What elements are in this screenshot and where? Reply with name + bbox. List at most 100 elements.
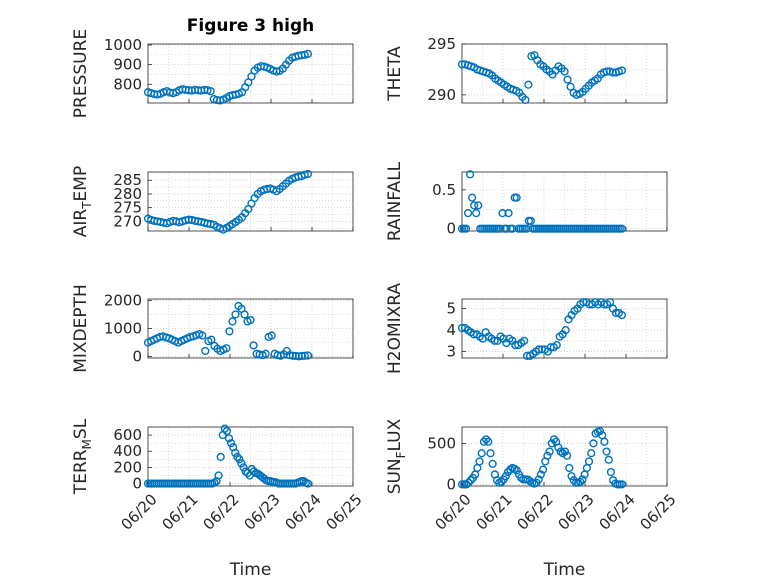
data-point <box>246 315 255 325</box>
y-tick-label: 900 <box>113 56 142 74</box>
data-point <box>470 201 479 210</box>
data-point <box>261 349 270 358</box>
data-point <box>206 87 215 96</box>
data-point <box>538 465 548 474</box>
data-point <box>512 193 521 202</box>
data-point <box>578 475 587 484</box>
x-tick-label: 06/21 <box>158 490 201 533</box>
data-point <box>522 224 531 233</box>
y-tick-label: 0 <box>446 475 456 493</box>
data-point <box>545 447 554 456</box>
x-tick-label: 06/23 <box>554 490 597 533</box>
data-point <box>466 476 475 485</box>
data-point <box>543 451 552 460</box>
data-point <box>237 459 246 468</box>
y-tick-label: 295 <box>427 35 456 53</box>
y-axis-label: RAINFALL <box>385 161 405 241</box>
data-point <box>605 298 615 307</box>
y-tick-label: 285 <box>113 171 142 189</box>
y-axis-label: SUNFLUX <box>385 418 408 494</box>
y-tick-label: 0 <box>446 220 456 238</box>
data-point <box>488 459 497 468</box>
data-point <box>582 463 591 473</box>
y-tick-label: 270 <box>113 212 142 230</box>
axes-frame <box>461 426 668 487</box>
data-point <box>510 464 519 473</box>
data-point <box>558 449 567 458</box>
y-tick-label: 500 <box>427 434 456 452</box>
data-point <box>501 472 510 481</box>
x-tick-label: 06/22 <box>513 490 556 533</box>
x-tick-label: 06/24 <box>281 490 324 533</box>
subplot-4: 0 0.5 RAINFALL <box>385 161 668 241</box>
data-point <box>496 224 505 233</box>
data-point <box>560 447 570 456</box>
data-point <box>468 193 477 202</box>
x-tick-label: 06/25 <box>636 490 679 533</box>
data-point <box>554 443 563 452</box>
subplot-6: 3 4 5 H2OMIXRA <box>385 283 668 374</box>
data-point <box>534 345 544 354</box>
data-point <box>508 224 517 233</box>
data-point <box>503 467 513 477</box>
data-point <box>534 475 543 484</box>
data-point <box>207 335 216 344</box>
data-point <box>563 451 572 460</box>
y-tick-label: 280 <box>113 185 142 203</box>
data-point <box>481 435 491 444</box>
y-tick-label: 0.5 <box>432 181 456 199</box>
chart-title: Figure 3 high <box>187 16 315 36</box>
subplot-2: 290 295 THETA <box>385 35 668 105</box>
data-point <box>520 336 529 345</box>
data-point <box>479 437 489 446</box>
data-point <box>303 169 313 179</box>
y-axis-label: H2OMIXRA <box>385 283 405 374</box>
data-point <box>606 467 616 477</box>
data-point <box>235 455 244 464</box>
data-point <box>462 480 471 489</box>
data-point <box>563 75 572 84</box>
x-tick-label: 06/23 <box>240 490 283 533</box>
data-point <box>473 463 482 473</box>
y-tick-label: 200 <box>113 458 142 476</box>
data-point <box>486 449 495 458</box>
data-point <box>214 471 223 480</box>
data-point <box>303 49 313 58</box>
data-point <box>303 479 313 488</box>
data-point <box>561 326 570 335</box>
data-point <box>294 352 303 361</box>
y-tick-label: 0 <box>132 475 142 493</box>
x-axis-label: Time <box>229 560 272 580</box>
data-point <box>502 224 511 233</box>
data-point <box>461 224 471 233</box>
data-point <box>247 464 256 474</box>
data-point <box>303 351 313 360</box>
axes-frame <box>461 43 668 104</box>
x-tick-label: 06/20 <box>431 490 474 533</box>
y-axis-label: TERRMSL <box>71 418 94 495</box>
y-axis-label: THETA <box>385 46 405 102</box>
data-point <box>224 434 234 443</box>
data-point <box>267 331 276 340</box>
y-tick-label: 4 <box>446 321 456 339</box>
data-point <box>465 170 475 179</box>
y-tick-label: 275 <box>113 199 142 217</box>
data-point <box>300 351 309 360</box>
axes-frame <box>147 426 354 487</box>
y-tick-label: 5 <box>446 300 456 318</box>
data-point <box>617 310 627 320</box>
x-tick-label: 06/20 <box>117 490 160 533</box>
data-point <box>240 310 249 319</box>
data-point <box>299 477 308 486</box>
data-point <box>249 467 259 476</box>
subplot-5: 0 1000 2000 MIXDEPTH <box>71 284 354 373</box>
data-point <box>524 80 533 89</box>
axes-frame <box>147 171 354 232</box>
data-point <box>210 478 219 487</box>
axes-frame <box>461 171 668 232</box>
y-axis-label: AIRTEMP <box>71 166 94 237</box>
data-point <box>201 346 210 356</box>
y-tick-label: 0 <box>132 348 142 366</box>
data-point <box>472 209 481 218</box>
